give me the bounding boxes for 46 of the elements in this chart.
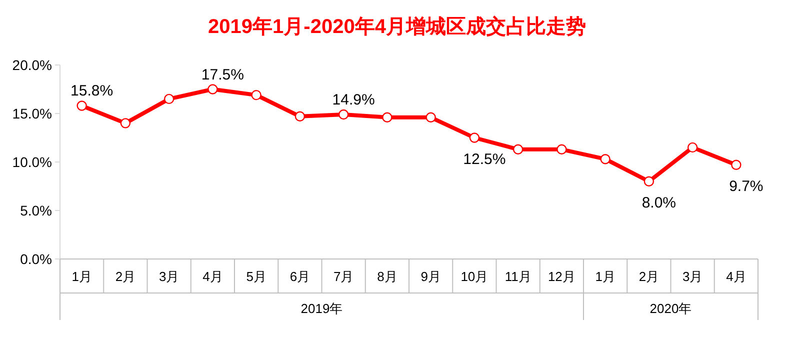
y-tick-label: 20.0% [12,57,52,73]
data-label: 17.5% [201,66,244,84]
text: 2019年 [300,301,343,316]
point [251,90,262,100]
y-tick-label: 5.0% [20,202,52,218]
x-tick-label: 12月 [548,269,576,284]
x-tick-label: 3月 [158,269,180,284]
text: 2020年 [650,301,692,316]
point [644,176,654,186]
x-tick-label: 8月 [377,269,398,284]
x-tick-label: 4月 [202,269,223,284]
point [512,144,524,154]
x-tick-label: 4月 [726,269,746,284]
point [164,94,174,104]
point [382,112,392,122]
chart-title: 2019年1月-2020年4月增城区成交占比走势 [208,15,586,38]
point [556,144,567,154]
point [469,132,480,143]
point [120,118,131,128]
x-tick-label: 1月 [595,269,616,284]
point [294,111,306,122]
y-tick-label: 10.0% [12,154,52,170]
x-tick-label: 9月 [420,269,441,284]
point [338,109,349,120]
x-tick-label: 3月 [682,269,703,284]
x-tick-label: 2月 [638,269,660,284]
x-tick-label: 11月 [504,269,532,284]
x-tick-label: 7月 [333,269,354,284]
point [687,142,698,153]
point [426,112,436,122]
point [731,160,742,170]
point [76,100,87,111]
x-tick-label: 6月 [290,269,310,284]
y-tick-label: 15.0% [12,106,52,122]
x-tick-label: 10月 [460,269,488,284]
data-label: 12.5% [463,150,506,168]
point [600,154,610,164]
data-label: 9.7% [729,178,764,195]
data-label: 15.8% [70,82,114,100]
point [208,84,218,94]
x-tick-label: 1月 [72,269,92,284]
data-label: 14.9% [332,91,375,108]
x-tick-label: 5月 [246,269,266,284]
x-tick-label: 2月 [115,269,136,284]
data-label: 8.0% [642,194,676,212]
y-tick-label: 0.0% [20,251,52,267]
